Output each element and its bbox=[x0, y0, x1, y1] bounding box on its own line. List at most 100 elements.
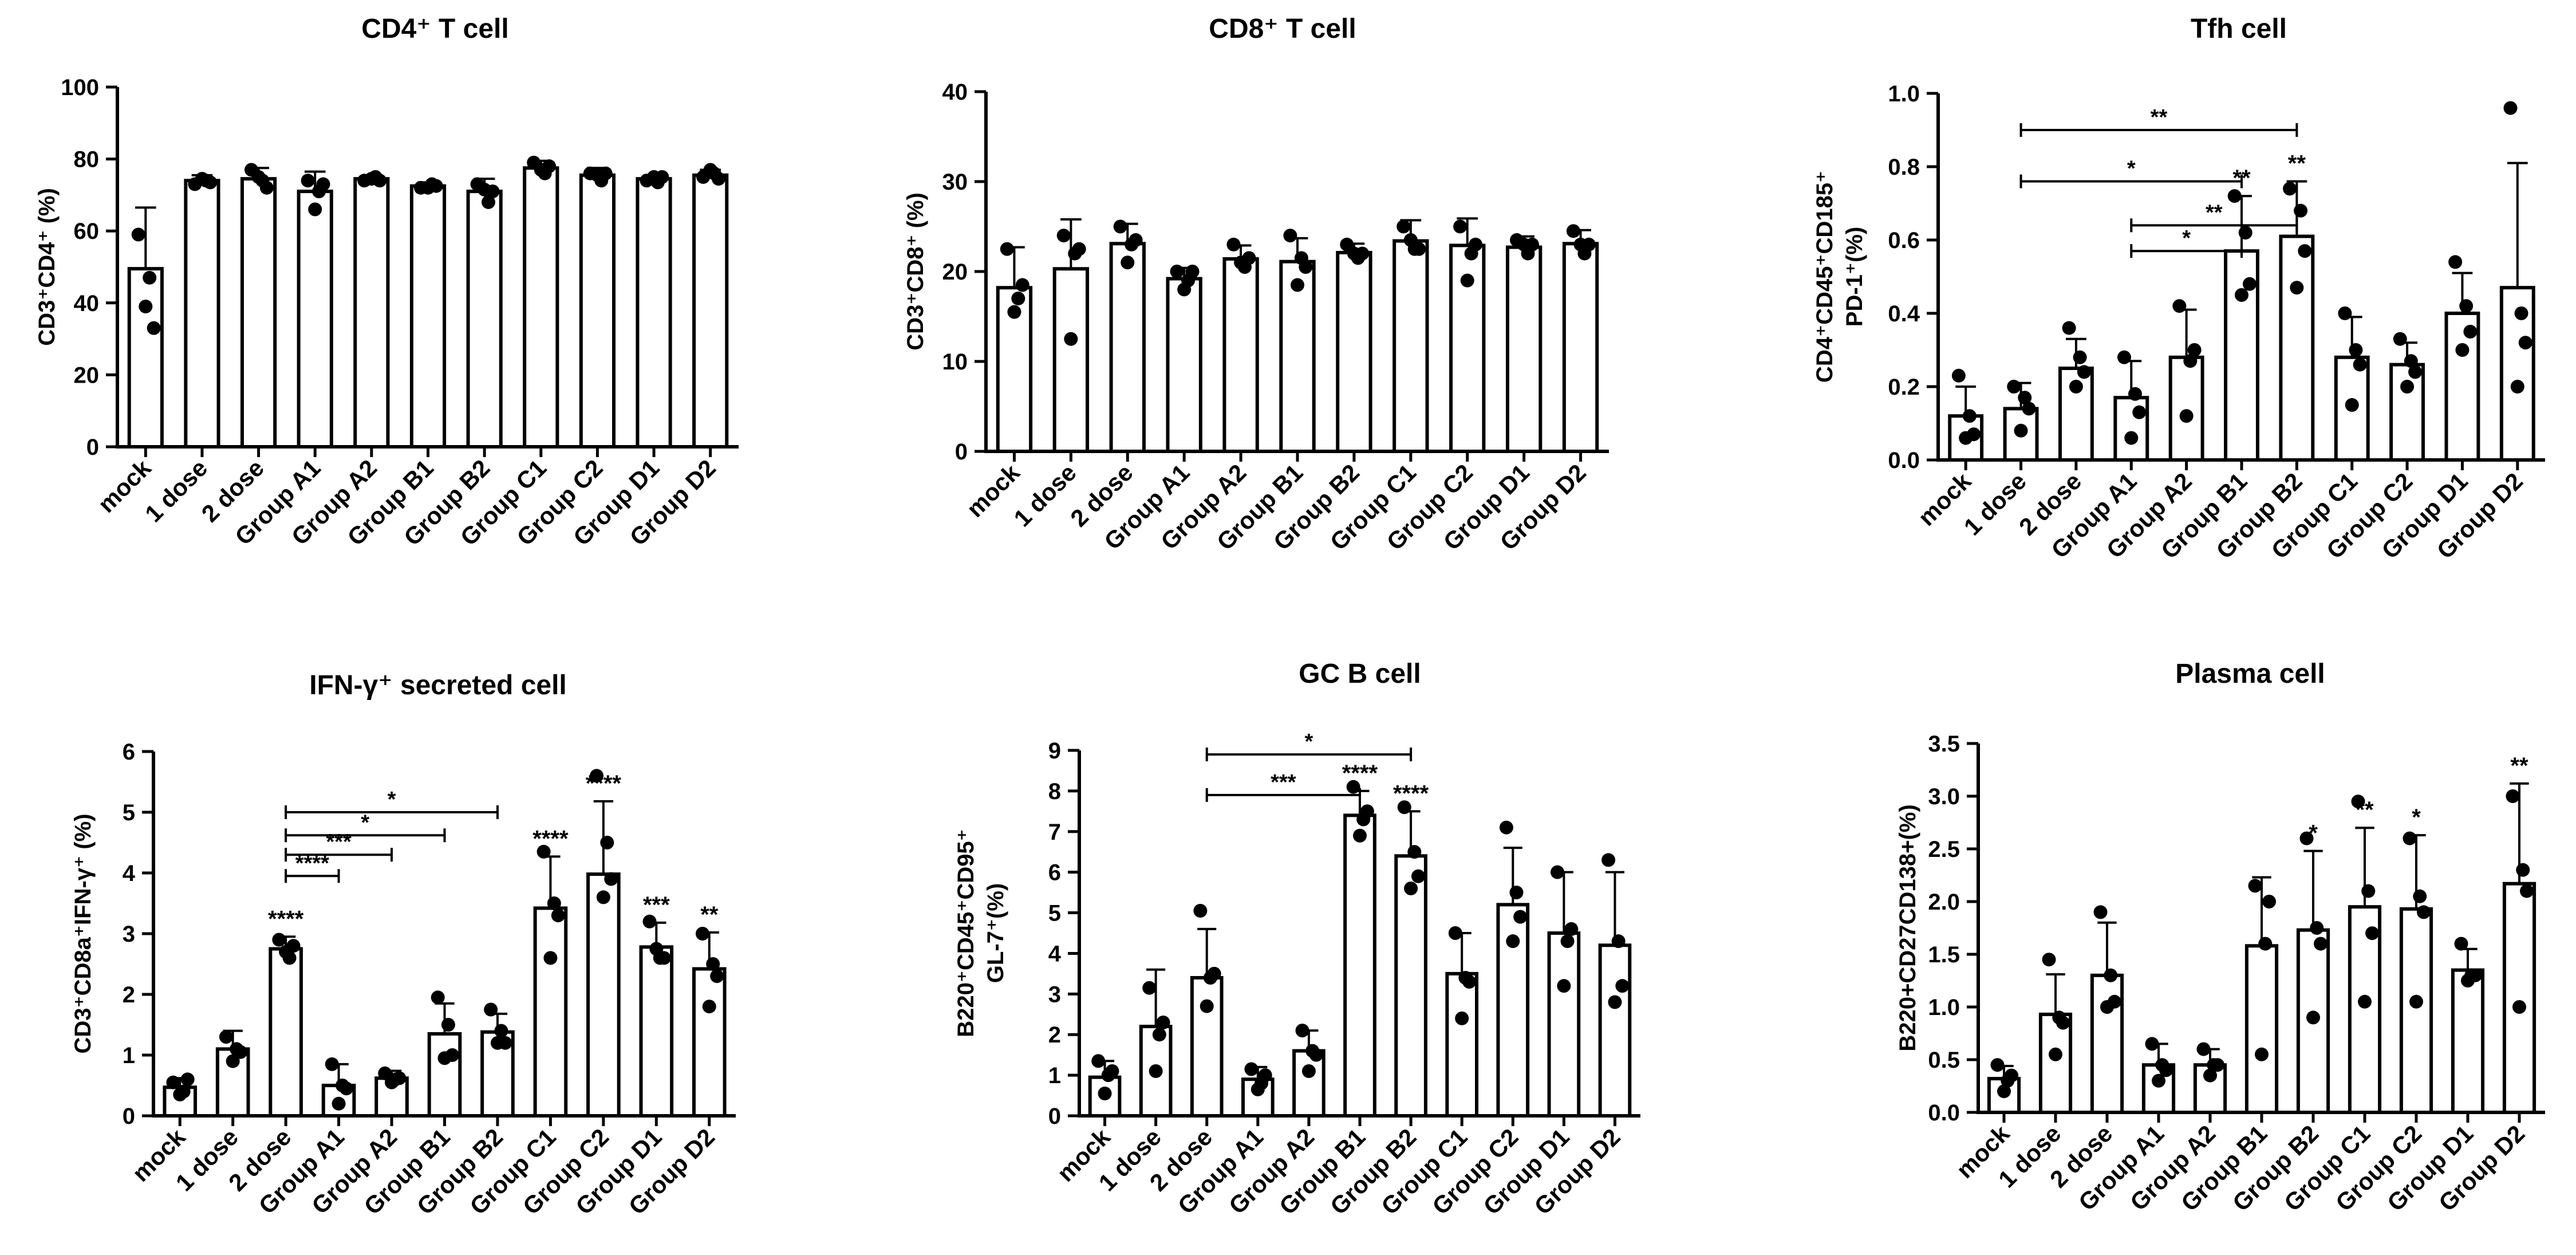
data-point bbox=[2238, 226, 2252, 240]
significance-label: ** bbox=[2356, 797, 2374, 823]
data-point bbox=[2093, 905, 2108, 919]
data-point bbox=[1455, 1011, 1469, 1025]
data-point bbox=[2242, 277, 2257, 291]
data-point bbox=[2417, 905, 2431, 919]
data-point bbox=[259, 180, 274, 195]
data-point bbox=[1177, 282, 1192, 297]
data-point bbox=[1403, 233, 1418, 247]
data-point bbox=[1967, 427, 1981, 442]
y-tick-label: 0.4 bbox=[1888, 301, 1920, 326]
data-point bbox=[1564, 922, 1579, 936]
y-tick-label: 4 bbox=[123, 861, 136, 886]
data-point bbox=[2022, 402, 2036, 416]
significance-label: ** bbox=[2288, 151, 2306, 176]
y-tick-label: 30 bbox=[942, 170, 968, 195]
significance-label: **** bbox=[1393, 781, 1429, 806]
y-axis-label-line2: PD-1⁺(%) bbox=[1842, 227, 1867, 326]
data-point bbox=[2455, 343, 2470, 357]
bar-2-dose bbox=[269, 947, 303, 1118]
data-point bbox=[494, 1024, 508, 1038]
data-point bbox=[332, 1096, 346, 1111]
data-point bbox=[1353, 828, 1367, 843]
y-axis-label: CD3⁺CD8a⁺IFN-γ⁺ (%) bbox=[70, 814, 96, 1054]
data-point bbox=[2005, 1068, 2019, 1083]
data-point bbox=[2400, 380, 2415, 394]
data-point bbox=[1056, 229, 1071, 243]
chart-title: Tfh cell bbox=[2191, 14, 2287, 44]
data-point bbox=[2248, 879, 2262, 893]
data-point bbox=[1962, 409, 1977, 423]
data-point bbox=[203, 175, 218, 190]
data-point bbox=[2255, 1047, 2269, 1061]
data-point bbox=[131, 227, 145, 242]
data-point bbox=[706, 957, 720, 971]
data-point bbox=[657, 951, 671, 965]
data-point bbox=[1346, 780, 1360, 794]
data-point bbox=[2349, 343, 2363, 357]
data-point bbox=[2306, 1010, 2320, 1025]
data-point bbox=[2448, 255, 2463, 269]
bar-group-d1 bbox=[636, 177, 672, 449]
data-point bbox=[2069, 380, 2083, 394]
data-point bbox=[1513, 910, 1528, 924]
data-point bbox=[1360, 804, 1374, 819]
data-point bbox=[445, 1048, 459, 1062]
data-point bbox=[711, 172, 725, 186]
data-point bbox=[1098, 1087, 1112, 1101]
bar-mock bbox=[127, 267, 164, 449]
data-point bbox=[2510, 380, 2524, 394]
bar-group-d1 bbox=[639, 945, 674, 1118]
data-point bbox=[1412, 242, 1426, 256]
data-point bbox=[1207, 966, 1221, 981]
data-point bbox=[1200, 999, 1214, 1013]
data-point bbox=[301, 174, 315, 188]
y-tick-label: 5 bbox=[123, 800, 135, 825]
y-axis-label-line1: B220⁺CD45⁺CD95⁺ bbox=[953, 829, 979, 1037]
data-point bbox=[2049, 1047, 2062, 1061]
bar-group-d2 bbox=[1598, 943, 1632, 1118]
data-point bbox=[1226, 237, 1241, 251]
bar-group-b1 bbox=[427, 1032, 462, 1118]
data-point bbox=[649, 942, 664, 956]
data-point bbox=[1608, 995, 1622, 1009]
y-tick-label: 3 bbox=[1048, 982, 1061, 1007]
y-tick-label: 0 bbox=[86, 435, 99, 460]
data-point bbox=[286, 939, 301, 953]
data-point bbox=[1072, 242, 1086, 256]
y-axis-label: CD3⁺CD4⁺ (%) bbox=[34, 188, 60, 346]
y-tick-label: 20 bbox=[942, 259, 968, 285]
y-tick-label: 0.5 bbox=[1928, 1048, 1960, 1073]
data-point bbox=[226, 1054, 240, 1068]
data-point bbox=[2468, 968, 2483, 982]
bar-group-c2 bbox=[2389, 363, 2425, 462]
bar-group-a2 bbox=[353, 177, 390, 449]
data-point bbox=[1064, 332, 1078, 346]
data-point bbox=[2512, 1000, 2526, 1014]
comparison-label: ** bbox=[2151, 105, 2168, 129]
bar-group-b1 bbox=[1343, 813, 1376, 1118]
data-point bbox=[1244, 1062, 1259, 1076]
bar-2-dose bbox=[240, 177, 277, 449]
data-point bbox=[1355, 246, 1370, 261]
chart-title: IFN-γ⁺ secreted cell bbox=[309, 670, 567, 701]
data-point bbox=[429, 179, 443, 193]
data-point bbox=[2042, 953, 2056, 967]
bar-group-c2 bbox=[579, 173, 616, 449]
significance-label: **** bbox=[532, 826, 569, 851]
data-point bbox=[600, 836, 614, 849]
comparison-label: * bbox=[1305, 730, 1313, 754]
data-point bbox=[498, 1036, 512, 1050]
y-tick-label: 8 bbox=[1048, 779, 1061, 804]
data-point bbox=[2014, 423, 2028, 438]
y-tick-label: 3 bbox=[123, 922, 135, 947]
data-point bbox=[2314, 937, 2328, 951]
y-axis-label: CD3⁺CD8⁺ (%) bbox=[903, 192, 928, 351]
data-point bbox=[1283, 229, 1297, 243]
y-tick-label: 0.0 bbox=[1888, 448, 1920, 473]
data-point bbox=[2018, 391, 2032, 405]
chart-title: Plasma cell bbox=[2175, 659, 2325, 689]
data-point bbox=[2520, 884, 2534, 898]
data-point bbox=[2345, 398, 2359, 412]
data-point bbox=[251, 170, 266, 184]
